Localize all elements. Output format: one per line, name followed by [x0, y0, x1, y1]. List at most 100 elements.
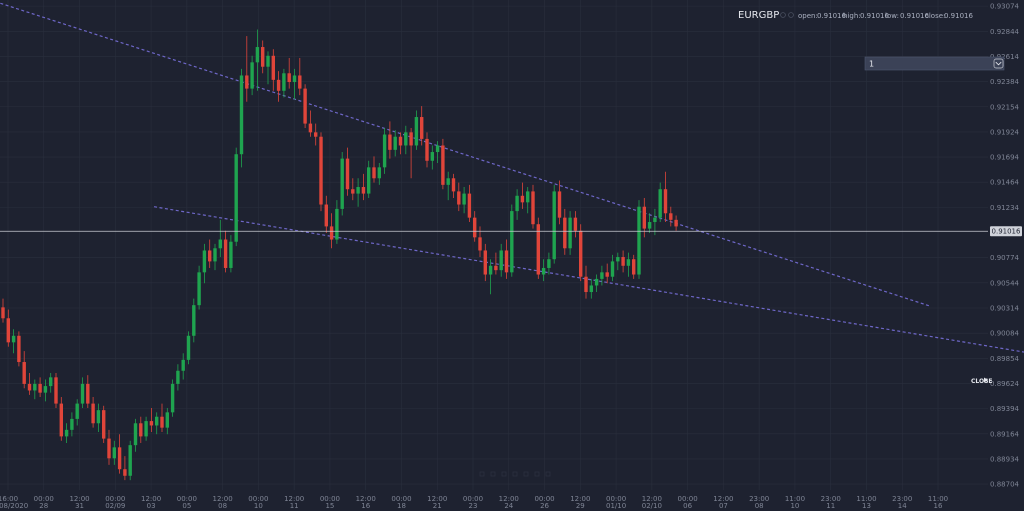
- candle-body: [102, 410, 106, 439]
- x-tick-time: 00:00: [248, 495, 268, 503]
- magnet-tool-icon[interactable]: [545, 471, 551, 477]
- candle-body: [271, 55, 275, 80]
- candle-body: [621, 257, 625, 266]
- candle-body: [96, 410, 101, 424]
- shape-tool-icon[interactable]: [501, 471, 507, 477]
- candle-body: [107, 438, 111, 459]
- x-tick-time: 12:00: [141, 495, 161, 503]
- trendline-upper[interactable]: [0, 2, 931, 307]
- x-tick-date: 21: [433, 502, 442, 510]
- candle-body: [414, 117, 419, 146]
- candle-body: [457, 191, 461, 205]
- candle-body: [451, 178, 456, 192]
- candle-body: [372, 167, 376, 179]
- candle-body: [186, 335, 191, 360]
- candle-body: [314, 132, 318, 137]
- high-value: 0.91016: [860, 12, 889, 20]
- measure-tool-icon[interactable]: [523, 471, 529, 477]
- drawing-toolbar[interactable]: [479, 471, 551, 477]
- x-tick-date: 18: [397, 502, 406, 510]
- candle-body: [223, 239, 228, 268]
- line-tool-icon[interactable]: [490, 471, 496, 477]
- candle-body: [197, 272, 201, 306]
- candle-body: [49, 377, 53, 387]
- candle-body: [64, 429, 69, 437]
- x-tick-date: 25/08/2020: [0, 502, 28, 510]
- text-tool-icon[interactable]: [512, 471, 518, 477]
- time-axis[interactable]: 16:0025/08/202000:002812:003100:0002/091…: [0, 495, 948, 510]
- candle-body: [33, 383, 37, 391]
- x-tick-date: 10: [790, 502, 799, 510]
- x-tick-time: 11:00: [785, 495, 805, 503]
- candle-body: [292, 75, 297, 83]
- candle-body: [382, 134, 387, 168]
- settings-icon[interactable]: [788, 12, 794, 18]
- candle-body: [494, 265, 498, 271]
- candle-body: [287, 73, 291, 83]
- candle-body: [483, 250, 487, 275]
- x-tick-time: 12:00: [69, 495, 89, 503]
- cursor-tool-icon[interactable]: [479, 471, 485, 477]
- candle-body: [669, 213, 673, 220]
- candle-body: [75, 403, 79, 419]
- candle-body: [213, 248, 217, 262]
- x-tick-date: 02/09: [105, 502, 125, 510]
- candle-body: [329, 226, 334, 240]
- candle-body: [584, 276, 588, 293]
- x-tick-date: 14: [898, 502, 907, 510]
- x-tick-date: 11: [290, 502, 299, 510]
- candle-body: [54, 377, 58, 404]
- candles: [1, 29, 678, 481]
- legend: EURGBP open: 0.91016 high: 0.91016 low: …: [738, 10, 973, 21]
- candle-body: [282, 73, 286, 91]
- candle-body: [308, 123, 313, 133]
- candle-body: [642, 206, 646, 229]
- y-tick-label: 0.92614: [990, 53, 1019, 61]
- chevron-down-icon[interactable]: [995, 61, 1002, 66]
- y-tick-label: 0.90084: [990, 330, 1019, 338]
- zoom-tool-icon[interactable]: [534, 471, 540, 477]
- candle-body: [324, 204, 328, 227]
- x-tick-date: 23: [469, 502, 478, 510]
- candle-body: [80, 383, 85, 404]
- candle-body: [632, 259, 636, 275]
- candle-body: [250, 62, 254, 89]
- candle-body: [139, 423, 143, 437]
- price-axis[interactable]: 0.93074 0.92844 0.92614 0.92384 0.92154 0.919…: [990, 3, 1019, 489]
- candle-body: [531, 191, 535, 225]
- candle-body: [409, 132, 413, 146]
- candle-body: [1, 307, 5, 319]
- candle-body: [616, 257, 620, 262]
- candle-body: [234, 154, 238, 242]
- close-value: 0.91016: [944, 12, 973, 20]
- x-tick-time: 00:00: [177, 495, 197, 503]
- x-tick-date: 03: [147, 502, 156, 510]
- candle-body: [6, 318, 10, 343]
- candle-body: [361, 187, 366, 194]
- x-tick-date: 13: [862, 502, 871, 510]
- candle-body: [128, 445, 132, 476]
- x-tick-time: 12:00: [642, 495, 662, 503]
- current-price-badge: 0.91016: [990, 226, 1022, 237]
- candle-body: [520, 195, 525, 203]
- candle-body: [176, 370, 180, 384]
- candle-body: [637, 206, 641, 275]
- y-tick-label: 0.89164: [990, 430, 1019, 438]
- candle-body: [261, 47, 265, 67]
- high-label: high:: [843, 12, 861, 20]
- candle-body: [165, 412, 169, 428]
- candle-body: [181, 359, 185, 371]
- open-label: open:: [798, 12, 818, 20]
- candle-body: [144, 421, 148, 437]
- x-tick-time: 00:00: [463, 495, 483, 503]
- current-price-value: 0.91016: [992, 228, 1021, 236]
- visibility-icon[interactable]: [780, 12, 786, 18]
- interval-selector[interactable]: 1: [864, 56, 1005, 71]
- y-tick-label: 0.88704: [990, 481, 1019, 489]
- interval-selector-value: 1: [869, 60, 874, 69]
- dropdown-toggle[interactable]: [993, 58, 1004, 69]
- x-tick-date: 16: [361, 502, 370, 510]
- x-tick-date: 28: [39, 502, 48, 510]
- candle-body: [430, 152, 434, 161]
